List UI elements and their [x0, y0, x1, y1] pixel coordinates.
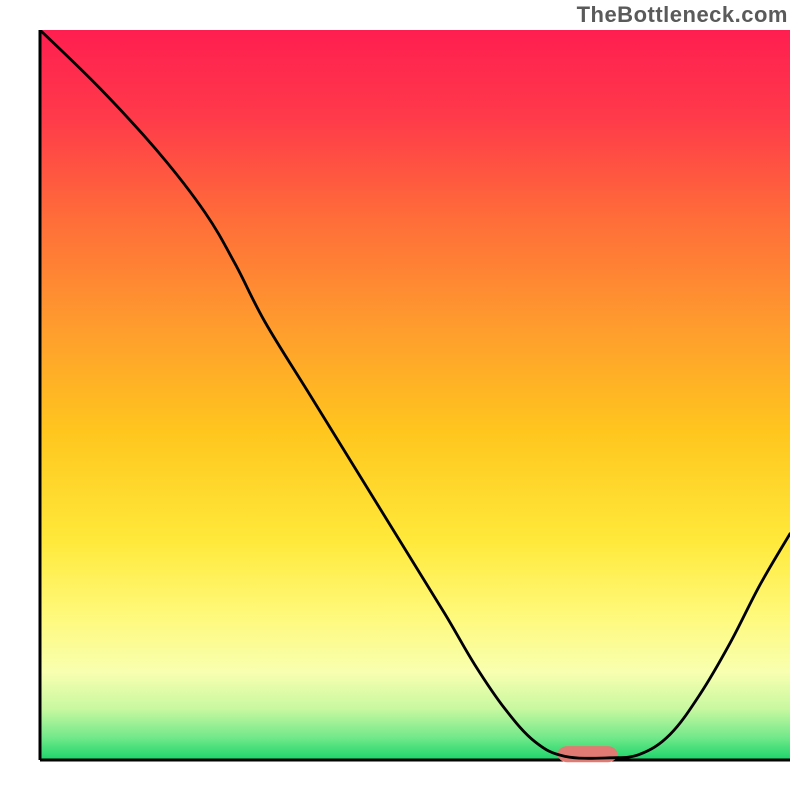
optimum-marker	[558, 746, 618, 762]
chart-svg	[10, 30, 790, 790]
bottleneck-chart	[10, 30, 790, 790]
watermark-text: TheBottleneck.com	[577, 2, 788, 28]
plot-background	[40, 30, 790, 760]
